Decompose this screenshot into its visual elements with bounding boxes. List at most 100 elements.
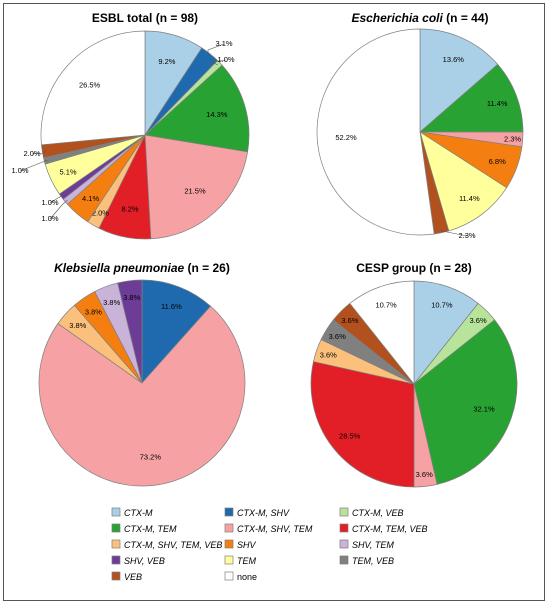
slice-data-label: 3.6%	[470, 316, 487, 325]
pie-chart-4: CESP group (n = 28) 10.7% 3.6% 32.1% 3.6% 28.…	[310, 261, 518, 488]
legend-item-label: SHV, TEM	[352, 540, 394, 550]
slice-leader-line	[440, 229, 468, 237]
pie-slice	[310, 361, 415, 488]
pie-slice	[117, 279, 143, 384]
legend-item-label: none	[237, 572, 257, 582]
legend-swatch	[224, 571, 234, 581]
slice-data-label: 11.4%	[487, 99, 508, 108]
slice-data-label: 1.0%	[41, 198, 58, 207]
chart-title-part: Klebsiella pneumoniae	[54, 261, 184, 275]
pie-slice	[144, 134, 249, 240]
legend-swatch	[339, 507, 349, 517]
slice-leader-line	[211, 59, 227, 66]
chart-title: Escherichia coli (n = 44)	[351, 11, 488, 25]
chart-title-part: ESBL total (n = 98)	[92, 11, 198, 25]
slice-leader-line	[49, 199, 68, 220]
slice-data-label: 3.6%	[329, 332, 346, 341]
legend-item-label: VEB	[124, 572, 142, 582]
pie-slice	[38, 305, 246, 487]
legend-item-label: CTX-M, TEM, VEB	[352, 524, 428, 534]
chart-title-part: (n = 26)	[184, 261, 230, 275]
pie-slice	[141, 279, 212, 384]
chart-title-part: CESP group (n = 28)	[356, 261, 471, 275]
legend-swatch	[339, 523, 349, 533]
slice-data-label: 5.1%	[59, 168, 76, 177]
slice-leader-line	[19, 159, 48, 172]
slice-data-label: 21.5%	[184, 187, 206, 196]
slice-data-label: 1.0%	[11, 166, 28, 175]
pie-slice	[349, 280, 415, 386]
slice-data-label: 3.8%	[69, 321, 86, 330]
chart-title: Klebsiella pneumoniae (n = 26)	[54, 261, 230, 275]
chart-title: CESP group (n = 28)	[356, 261, 471, 275]
chart-title-part: (n = 44)	[443, 11, 489, 25]
legend-swatch	[224, 555, 234, 565]
pie-slice	[413, 280, 479, 386]
slice-data-label: 2.3%	[458, 231, 475, 240]
slice-leader-line	[207, 43, 225, 57]
slice-data-label: 13.6%	[443, 55, 465, 64]
pie-chart-1: ESBL total (n = 98) 9.2% 3.1% 1.0% 14.3% 21.5…	[11, 11, 250, 240]
slice-data-label: 32.1%	[473, 405, 495, 414]
pie-slice	[419, 28, 499, 133]
slice-data-label: 10.7%	[431, 300, 453, 309]
legend-item-label: CTX-M, TEM	[124, 524, 177, 534]
legend: CTX-M CTX-M, SHV CTX-M, VEB CTX-M, TEM CTX-M…	[111, 507, 428, 582]
slice-data-label: 8.2%	[121, 204, 138, 213]
slice-data-label: 3.1%	[215, 39, 232, 48]
legend-swatch	[111, 507, 121, 517]
pie-slice	[413, 319, 518, 485]
legend-swatch	[224, 539, 234, 549]
legend-item-label: TEM, VEB	[352, 556, 394, 566]
slice-data-label: 73.2%	[140, 453, 162, 462]
legend-swatch	[111, 523, 121, 533]
legend-item-label: TEM	[237, 556, 257, 566]
slice-data-label: 28.5%	[339, 432, 361, 441]
slice-data-label: 2.0%	[23, 149, 40, 158]
slice-data-label: 26.5%	[79, 81, 101, 90]
pie-slice	[316, 28, 435, 236]
legend-item-label: CTX-M, SHV	[237, 508, 290, 518]
chart-title: ESBL total (n = 98)	[92, 11, 198, 25]
slice-data-label: 3.6%	[341, 316, 358, 325]
figure-frame	[3, 3, 545, 601]
pie-chart-3: Klebsiella pneumoniae (n = 26) 11.6% 73.2%…	[38, 261, 246, 487]
legend-swatch	[224, 507, 234, 517]
slice-data-label: 10.7%	[375, 300, 397, 309]
slice-data-label: 14.3%	[206, 110, 228, 119]
slice-data-label: 3.6%	[416, 470, 433, 479]
slice-data-label: 1.0%	[217, 55, 234, 64]
legend-item-label: CTX-M, SHV, TEM	[237, 524, 313, 534]
slice-data-label: 3.8%	[123, 293, 140, 302]
legend-item-label: CTX-M	[124, 508, 153, 518]
chart-title-part: Escherichia coli	[351, 11, 443, 25]
slice-data-label: 2.0%	[92, 209, 109, 218]
slice-data-label: 3.8%	[85, 307, 102, 316]
slice-leader-line	[31, 150, 46, 155]
slice-data-label: 52.2%	[335, 133, 357, 142]
slice-data-label: 3.6%	[320, 350, 337, 359]
slice-data-label: 4.1%	[82, 194, 99, 203]
legend-swatch	[111, 539, 121, 549]
slice-leader-line	[49, 194, 64, 204]
slice-data-label: 6.8%	[489, 157, 506, 166]
legend-swatch	[224, 523, 234, 533]
legend-swatch	[339, 555, 349, 565]
pie-slice	[419, 63, 524, 133]
slice-data-label: 9.2%	[158, 57, 175, 66]
legend-item-label: SHV, VEB	[124, 556, 165, 566]
legend-item-label: CTX-M, SHV, TEM, VEB	[124, 540, 222, 550]
legend-swatch	[111, 555, 121, 565]
pie-chart-2: Escherichia coli (n = 44) 13.6% 11.4% 2.3% 6…	[316, 11, 524, 240]
slice-data-label: 1.0%	[41, 214, 58, 223]
slice-data-label: 2.3%	[504, 135, 521, 144]
slice-data-label: 11.6%	[161, 302, 182, 311]
legend-item-label: CTX-M, VEB	[352, 508, 404, 518]
pie-slice	[144, 64, 250, 153]
slice-data-label: 11.4%	[459, 194, 480, 203]
legend-item-label: SHV	[237, 540, 257, 550]
pie-slice	[40, 30, 146, 146]
slice-data-label: 3.8%	[103, 298, 120, 307]
legend-swatch	[339, 539, 349, 549]
